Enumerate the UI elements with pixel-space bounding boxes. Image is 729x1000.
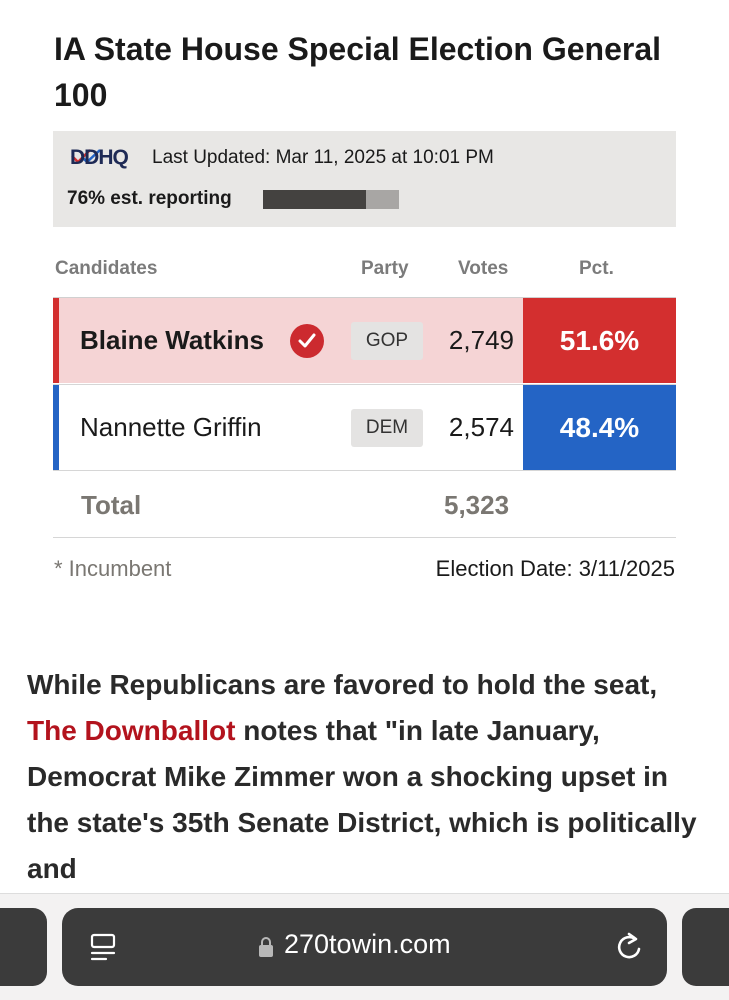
previous-tab-preview[interactable]	[0, 908, 47, 986]
election-date: Election Date: 3/11/2025	[435, 556, 675, 581]
browser-toolbar: 270towin.com	[0, 893, 729, 1000]
total-votes: 5,323	[444, 490, 510, 520]
party-badge: GOP	[351, 322, 423, 360]
divider	[53, 537, 676, 538]
address-bar[interactable]: 270towin.com	[62, 908, 667, 986]
reporting-progress-bar	[263, 190, 399, 209]
url-text[interactable]: 270towin.com	[284, 929, 451, 959]
article-text-end: notes that "in late January, Democrat Mi…	[27, 715, 697, 884]
results-table-header: Candidates Party Votes Pct.	[0, 258, 729, 282]
candidate-name: Blaine Watkins	[80, 325, 264, 355]
page-title: IA State House Special Election General …	[54, 31, 662, 113]
header-votes: Votes	[458, 258, 509, 279]
results-info-box: DDHQ Last Updated: Mar 11, 2025 at 10:01…	[53, 131, 676, 227]
reporting-progress-fill	[263, 190, 367, 209]
article-text-start: While Republicans are favored to hold th…	[27, 669, 658, 700]
vote-percentage: 51.6%	[523, 298, 676, 383]
candidate-name: Nannette Griffin	[80, 412, 262, 442]
page-menu-icon[interactable]	[90, 933, 120, 961]
party-stripe	[53, 298, 59, 383]
header-candidates: Candidates	[55, 258, 158, 279]
vote-count: 2,749	[448, 325, 514, 355]
vote-percentage: 48.4%	[523, 385, 676, 470]
checkmark-logo-icon	[71, 149, 101, 164]
ddhq-logo: DDHQ	[70, 146, 129, 170]
article-paragraph: While Republicans are favored to hold th…	[27, 662, 707, 892]
party-badge: DEM	[351, 409, 423, 447]
downballot-link[interactable]: The Downballot	[27, 715, 236, 746]
header-party: Party	[361, 258, 409, 279]
reporting-label: 76% est. reporting	[67, 188, 232, 209]
header-pct: Pct.	[579, 258, 614, 279]
last-updated-text: Last Updated: Mar 11, 2025 at 10:01 PM	[152, 147, 494, 168]
incumbent-note: * Incumbent	[54, 556, 172, 581]
party-stripe	[53, 385, 59, 470]
next-tab-preview[interactable]	[682, 908, 729, 986]
reload-icon[interactable]	[615, 931, 645, 963]
lock-icon	[259, 937, 273, 957]
candidate-row-griffin: Nannette Griffin DEM 2,574 48.4%	[53, 384, 676, 471]
total-label: Total	[81, 490, 142, 520]
winner-check-icon	[290, 324, 324, 358]
vote-count: 2,574	[448, 412, 514, 442]
ddhq-logo-text: DDHQ	[70, 146, 129, 169]
candidate-row-watkins: Blaine Watkins GOP 2,749 51.6%	[53, 297, 676, 383]
